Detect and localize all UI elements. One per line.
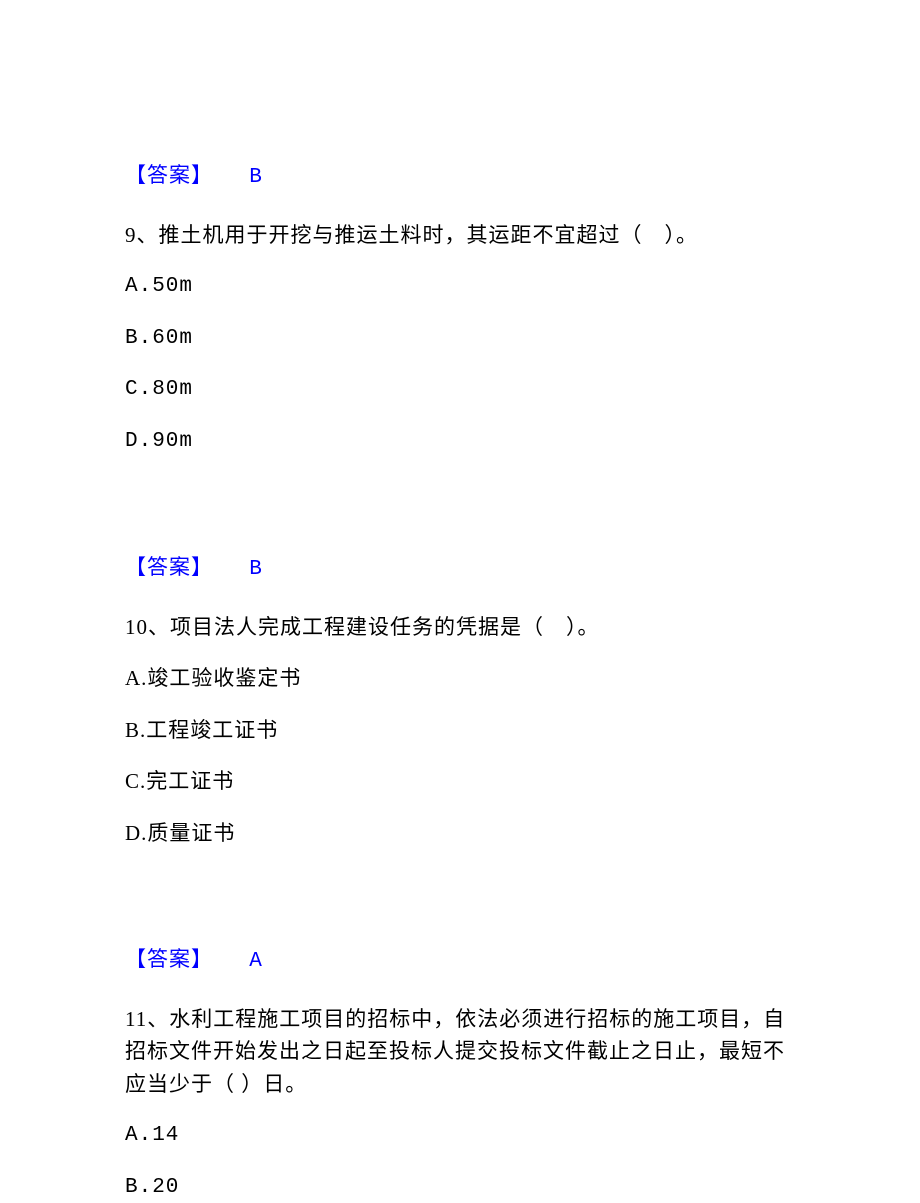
answer-value: A bbox=[249, 950, 263, 973]
question-9-option-c: C.80m bbox=[125, 374, 805, 406]
question-9-option-d: D.90m bbox=[125, 426, 805, 458]
question-10-option-d: D.质量证书 bbox=[125, 818, 805, 850]
answer-10: 【答案】 A bbox=[125, 944, 805, 978]
question-11-option-a: A.14 bbox=[125, 1120, 805, 1152]
answer-9: 【答案】 B bbox=[125, 552, 805, 586]
answer-label: 【答案】 bbox=[125, 947, 213, 971]
question-11-option-b: B.20 bbox=[125, 1172, 805, 1203]
answer-label: 【答案】 bbox=[125, 163, 213, 187]
question-11-text: 11、水利工程施工项目的招标中，依法必须进行招标的施工项目，自招标文件开始发出之… bbox=[125, 1003, 805, 1101]
question-10-option-a: A.竣工验收鉴定书 bbox=[125, 663, 805, 695]
answer-8: 【答案】 B bbox=[125, 160, 805, 194]
question-9-option-a: A.50m bbox=[125, 271, 805, 303]
answer-value: B bbox=[249, 558, 263, 581]
answer-label: 【答案】 bbox=[125, 555, 213, 579]
question-10-text: 10、项目法人完成工程建设任务的凭据是（ ）。 bbox=[125, 611, 805, 644]
question-9-option-b: B.60m bbox=[125, 323, 805, 355]
question-10-option-c: C.完工证书 bbox=[125, 766, 805, 798]
answer-value: B bbox=[249, 166, 263, 189]
question-10-option-b: B.工程竣工证书 bbox=[125, 715, 805, 747]
question-9-text: 9、推土机用于开挖与推运土料时，其运距不宜超过（ ）。 bbox=[125, 219, 805, 252]
